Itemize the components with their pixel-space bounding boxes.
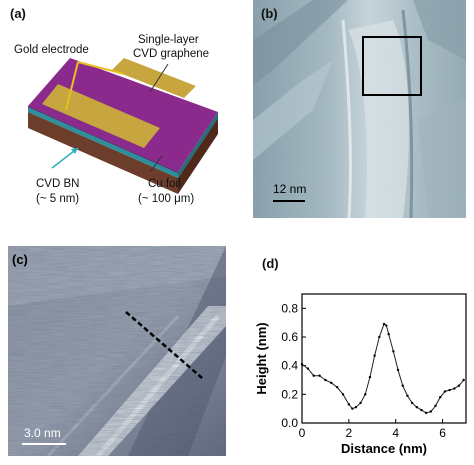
scale-bar-c-label: 3.0 nm bbox=[24, 426, 61, 440]
y-tick-label: 0.2 bbox=[281, 387, 298, 401]
data-point bbox=[448, 388, 451, 392]
data-point bbox=[385, 324, 388, 327]
data-point bbox=[347, 403, 351, 406]
cu-label-line1: Cu foil bbox=[148, 178, 181, 190]
stm-image-b bbox=[253, 0, 466, 218]
panel-d-label: (d) bbox=[262, 256, 279, 271]
data-point bbox=[335, 385, 339, 389]
panel-b-label: (b) bbox=[261, 6, 278, 21]
profile-line bbox=[125, 311, 203, 379]
series-line bbox=[301, 323, 465, 414]
data-point bbox=[462, 378, 465, 382]
cu-label-line2: (~ 100 μm) bbox=[138, 193, 195, 205]
y-tick-label: 0.4 bbox=[281, 359, 298, 373]
data-point bbox=[364, 393, 367, 396]
data-point bbox=[382, 322, 386, 326]
data-point bbox=[387, 332, 390, 336]
data-point bbox=[359, 401, 362, 405]
cu-layer-side bbox=[178, 118, 218, 194]
data-point bbox=[406, 394, 409, 397]
stm-image-c bbox=[8, 246, 226, 456]
panel-a: (a) Gold electrode Single-layer CVD grap… bbox=[0, 0, 240, 220]
x-tick-label: 0 bbox=[299, 426, 306, 440]
x-tick-label: 4 bbox=[392, 426, 399, 440]
x-tick-label: 6 bbox=[439, 426, 446, 440]
gold-arrow-2 bbox=[65, 61, 79, 111]
graphene-edge bbox=[28, 106, 178, 173]
data-point bbox=[434, 404, 437, 407]
data-point bbox=[330, 381, 333, 385]
y-tick-label: 0.0 bbox=[281, 416, 298, 430]
data-point bbox=[457, 384, 461, 387]
data-point bbox=[318, 374, 321, 377]
bn-layer bbox=[28, 106, 178, 178]
graphene-label-line2: CVD graphene bbox=[133, 48, 210, 60]
data-point bbox=[415, 406, 418, 409]
bn-label-line2: (~ 5 nm) bbox=[36, 193, 80, 205]
data-point bbox=[354, 406, 358, 409]
y-tick-label: 0.6 bbox=[281, 330, 298, 344]
data-point bbox=[439, 396, 442, 399]
data-point bbox=[312, 374, 315, 377]
plot-frame bbox=[301, 293, 467, 424]
cu-layer bbox=[28, 112, 178, 194]
gold-arrow-1 bbox=[77, 61, 125, 75]
data-point bbox=[378, 335, 381, 339]
y-tick-label: 0.8 bbox=[281, 301, 298, 315]
data-point bbox=[420, 408, 423, 412]
graphene-label-line1: Single-layer bbox=[138, 34, 199, 46]
zoom-box bbox=[362, 36, 422, 96]
panel-c-label: (c) bbox=[12, 252, 28, 267]
data-point bbox=[306, 367, 310, 370]
data-point bbox=[410, 401, 414, 405]
gold-electrode-left bbox=[42, 84, 160, 148]
scale-bar-b-label: 12 nm bbox=[273, 182, 307, 196]
x-tick-label: 2 bbox=[346, 426, 353, 440]
panel-a-label: (a) bbox=[10, 6, 26, 21]
bn-label-line1: CVD BN bbox=[36, 178, 80, 190]
data-point bbox=[392, 350, 395, 353]
graphene-arrow bbox=[149, 63, 169, 93]
data-point bbox=[396, 368, 400, 372]
data-point bbox=[300, 363, 304, 366]
data-point bbox=[453, 387, 456, 390]
data-point bbox=[373, 354, 376, 357]
data-point bbox=[324, 378, 327, 382]
panel-d: (d) 0 2 4 6 0.0 0.2 0.4 0.6 0.8 Distance (nm) Heig… bbox=[240, 246, 474, 465]
height-profile-chart: 0 2 4 6 0.0 0.2 0.4 0.6 0.8 Distance (nm) Height (… bbox=[254, 293, 467, 456]
x-axis-label: Distance (nm) bbox=[341, 441, 427, 456]
data-point bbox=[368, 375, 372, 379]
panel-b: (b) 12 nm bbox=[253, 0, 466, 218]
bn-arrow-head bbox=[71, 148, 78, 154]
device-schematic bbox=[28, 58, 218, 194]
gold-electrode-right bbox=[112, 58, 196, 98]
data-point bbox=[341, 393, 345, 396]
cu-arrow bbox=[149, 155, 163, 173]
data-point bbox=[351, 407, 354, 410]
panel-c: (c) 3.0 nm bbox=[8, 246, 226, 456]
data-point bbox=[429, 410, 433, 413]
bn-layer-side bbox=[178, 112, 218, 178]
gold-electrode-label: Gold electrode bbox=[14, 44, 89, 56]
data-point bbox=[424, 411, 428, 415]
data-point bbox=[443, 390, 447, 393]
data-point bbox=[401, 384, 404, 387]
y-axis-label: Height (nm) bbox=[254, 322, 269, 394]
